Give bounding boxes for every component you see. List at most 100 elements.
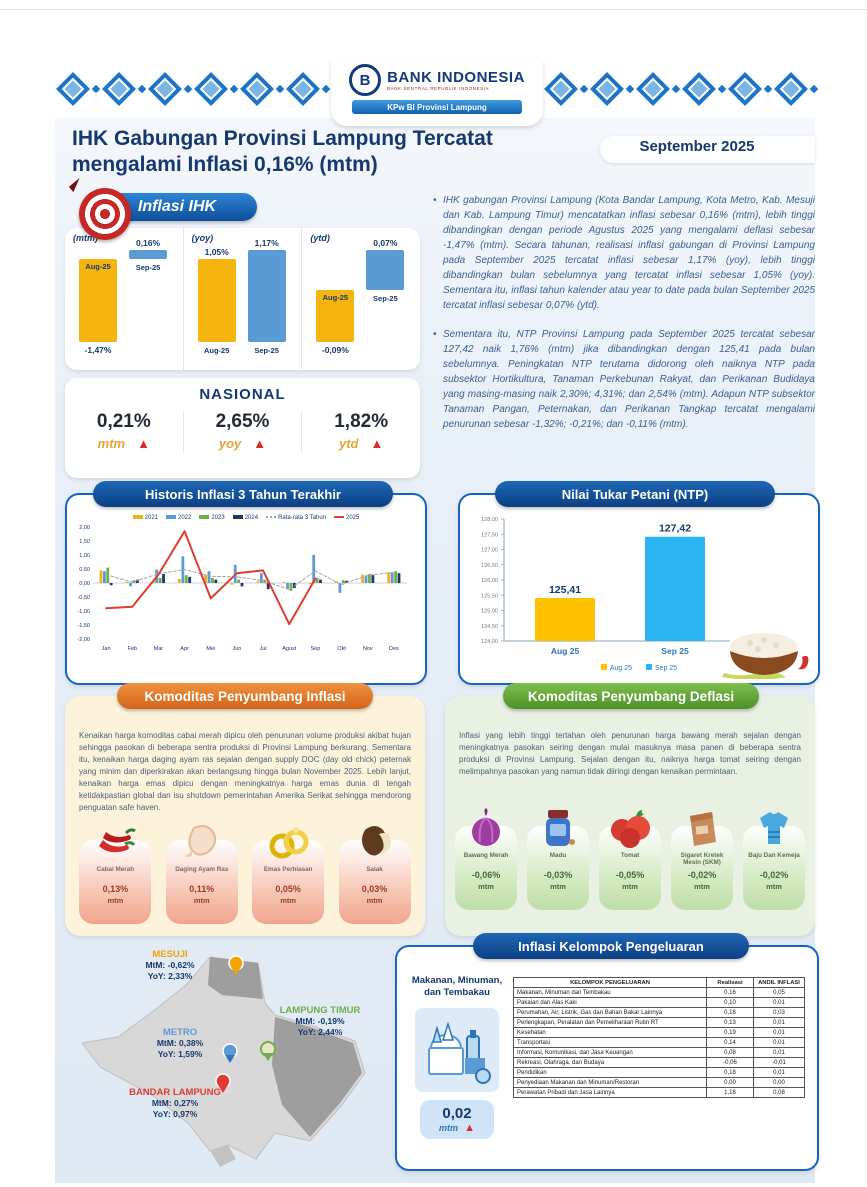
ntp-chart: 128,00 127,50 127,00 126,50 126,00 125,50 125,… (460, 509, 818, 662)
section-title-ntp: Nilai Tukar Petani (NTP) (495, 481, 775, 507)
svg-text:Mei: Mei (206, 646, 215, 652)
svg-text:128,00: 128,00 (481, 517, 498, 523)
historis-legend: 2021 2022 2023 2024 Rata-rata 3 Tahun 2025 (67, 515, 425, 521)
col-realisasi: Realisasi (706, 977, 754, 988)
bar-Aug-25 (316, 290, 355, 342)
komoditas-inflasi-card: Kenaikan harga komoditas cabai merah dip… (65, 696, 425, 936)
table-row: Perlengkapan, Peralatan dan Pemeliharaan… (513, 1017, 805, 1028)
commodity-unit: mtm (193, 896, 210, 905)
lampung-map-shape (81, 955, 366, 1167)
svg-text:127,00: 127,00 (481, 548, 498, 554)
cell-kelompok: Perlengkapan, Peralatan dan Pemeliharaan… (513, 1017, 707, 1028)
table-row: Pakaian dan Alas Kaki 0,10 0,01 (513, 997, 805, 1008)
cell-andil: 0,03 (753, 1007, 805, 1018)
commodity-name: Emas Perhiasan (263, 866, 313, 873)
region-yoy: YoY: 0,97% (152, 1108, 198, 1119)
chicken-icon (180, 820, 224, 864)
legend-swatch (232, 515, 243, 520)
commodity-value: 0,13% (102, 884, 129, 894)
region-yoy: YoY: 2,44% (297, 1026, 343, 1037)
nasional-item-yoy: 2,65% yoy ▲ (184, 411, 303, 453)
food-illustration-icon (415, 1007, 499, 1092)
narrative-bullet-2: Sementara itu, NTP Provinsi Lampung pada… (433, 327, 815, 432)
ntp-legend: Aug 25 Sep 25 (460, 664, 818, 672)
region-name: MESUJI (152, 949, 188, 960)
narrative: IHK gabungan Provinsi Lampung (Kota Band… (433, 193, 815, 446)
date-badge: September 2025 (639, 138, 755, 155)
svg-text:Aug 25: Aug 25 (551, 646, 580, 656)
region-mtm: MtM: -0,19% (295, 1016, 345, 1027)
up-triangle-icon: ▲ (464, 1121, 475, 1134)
commodity-card-tomat: Tomat -0,05% mtm (599, 810, 661, 910)
batik-dot-icon (137, 84, 147, 94)
bar-category-label: Sep-25 (135, 263, 161, 273)
commodity-value: 0,03% (361, 884, 388, 894)
svg-text:Okt: Okt (337, 646, 346, 652)
legend-swatch (266, 516, 277, 519)
rice-bowl-icon (722, 633, 809, 679)
svg-text:Sep: Sep (311, 646, 321, 652)
batik-diamond-icon (682, 72, 716, 106)
svg-text:Feb: Feb (128, 646, 137, 652)
batik-dot-icon (321, 84, 331, 94)
batik-diamond-icon (148, 72, 182, 106)
kelompok-value-box: 0,02 mtm ▲ (420, 1099, 494, 1139)
nasional-value: 2,65% (215, 411, 270, 432)
page-title-line2: mengalami Inflasi 0,16% (mtm) (72, 153, 378, 177)
ntp-legend-item: Aug 25 (600, 664, 632, 672)
commodity-unit: mtm (766, 882, 782, 891)
col-andil: ANDIL INFLASI (753, 977, 805, 988)
cell-realisasi: 0,13 (706, 1017, 754, 1028)
bar-Aug-25 (79, 259, 117, 342)
cell-andil: 0,01 (753, 1047, 805, 1058)
nasional-item-mtm: 0,21% mtm ▲ (65, 411, 184, 453)
cell-kelompok: Kesehatan (513, 1027, 707, 1038)
target-dart-icon (68, 177, 131, 240)
komoditas-inflasi-items: Cabai Merah 0,13% mtm Daging Ayam Ras 0,11% m… (65, 825, 425, 924)
kelompok-card: Makanan, Minuman, dan Tembakau 0,02 (395, 945, 819, 1171)
commodity-value: -0,02% (687, 870, 717, 881)
legend-swatch (166, 515, 176, 520)
batik-dot-icon (763, 84, 773, 94)
gold-rings-icon (266, 820, 310, 864)
section-title-kom-deflasi: Komoditas Penyumbang Deflasi (503, 683, 759, 709)
chili-icon (93, 820, 137, 864)
cell-andil: 0,01 (753, 1037, 805, 1048)
cell-andil: 0,01 (753, 1027, 805, 1038)
commodity-card-bawang-merah: Bawang Merah -0,06% mtm (455, 808, 517, 910)
komoditas-deflasi-card: Inflasi yang lebih tinggi tertahan oleh … (445, 696, 815, 936)
nasional-title: NASIONAL (199, 386, 286, 403)
cell-realisasi: 0,18 (706, 1067, 754, 1078)
svg-text:0,00: 0,00 (79, 581, 90, 587)
commodity-name: Daging Ayam Ras (175, 866, 229, 873)
commodity-card-madu: Madu -0,03% mtm (527, 810, 589, 910)
cell-realisasi: 0,18 (706, 1007, 754, 1018)
nasional-value: 1,82% (334, 411, 389, 432)
cell-realisasi: 0,08 (706, 1047, 754, 1058)
legend-item-2025: 2025 (334, 515, 359, 521)
ntp-legend-item: Sep 25 (646, 664, 677, 672)
cell-kelompok: Perawatan Pribadi dan Jasa Lainnya (513, 1087, 707, 1098)
commodity-card-emas-perhiasan: Emas Perhiasan 0,05% mtm (252, 827, 325, 924)
bar-value-label: -1,47% (84, 345, 112, 355)
cell-kelompok: Informasi, Komunikasi, dan Jasa Keuangan (513, 1047, 707, 1058)
section-title-historis: Historis Inflasi 3 Tahun Terakhir (93, 481, 393, 507)
kelompok-table: KELOMPOK PENGELUARAN Realisasi ANDIL INF… (513, 977, 805, 1098)
commodity-name: Salak (366, 866, 383, 873)
svg-text:127,42: 127,42 (659, 523, 691, 535)
cell-kelompok: Pakaian dan Alas Kaki (513, 997, 707, 1008)
nasional-values: 0,21% mtm ▲ 2,65% yoy ▲ 1,82% ytd ▲ (65, 411, 420, 453)
cell-realisasi: 0,19 (706, 1027, 754, 1038)
commodity-name: Baju Dan Kemeja (748, 852, 800, 859)
svg-text:Jan: Jan (102, 646, 111, 652)
mini-chart-title: (yoy) (191, 233, 214, 243)
bar-category-label: Aug-25 (322, 293, 349, 303)
shirt-icon (752, 806, 796, 850)
svg-text:127,50: 127,50 (481, 532, 498, 538)
bar-Sep-25 (247, 250, 286, 342)
page-top-divider (0, 9, 867, 10)
region-mtm: MtM: 0,38% (156, 1038, 204, 1049)
svg-text:Mar: Mar (154, 646, 164, 652)
svg-text:1,00: 1,00 (79, 553, 90, 559)
bar-Aug-25 (197, 259, 236, 342)
